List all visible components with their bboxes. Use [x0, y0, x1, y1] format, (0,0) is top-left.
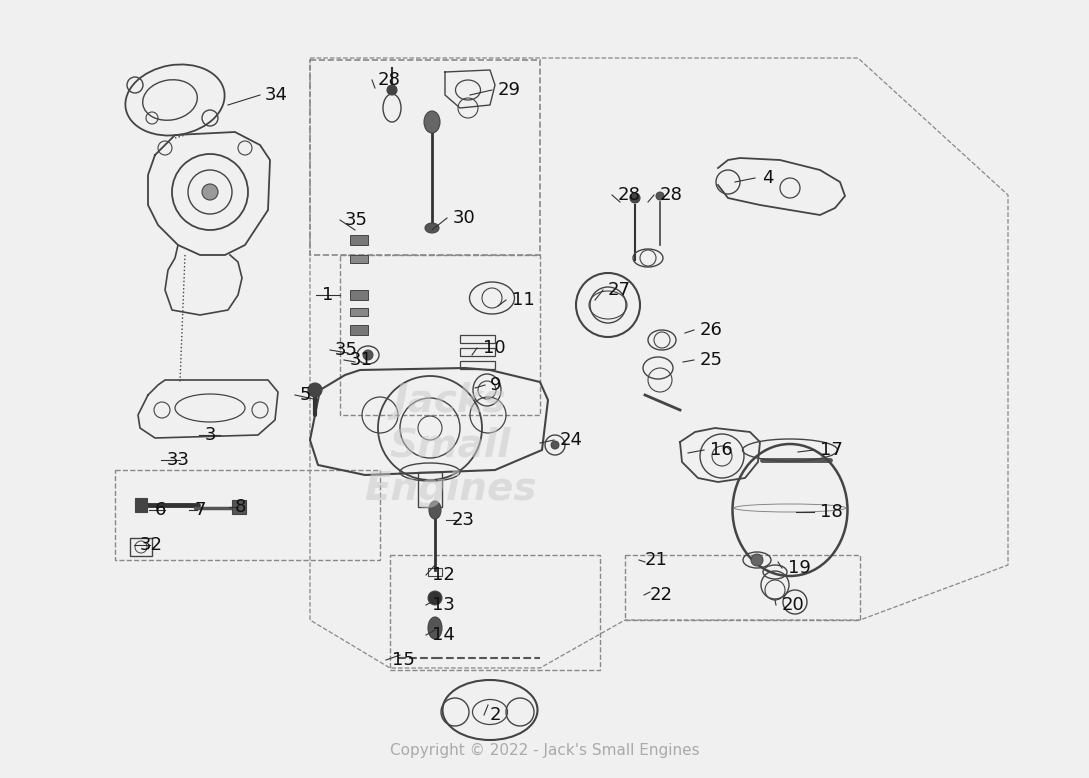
- Text: 30: 30: [453, 209, 476, 227]
- Text: 35: 35: [345, 211, 368, 229]
- Bar: [418, 472, 442, 507]
- Text: Jacks
Small
Engines: Jacks Small Engines: [364, 382, 536, 508]
- Circle shape: [551, 441, 559, 449]
- Text: 10: 10: [484, 339, 505, 357]
- Text: 22: 22: [650, 586, 673, 604]
- Bar: [460, 335, 495, 343]
- Bar: [460, 348, 495, 356]
- Text: 25: 25: [700, 351, 723, 369]
- Bar: [130, 538, 152, 556]
- Text: 13: 13: [432, 596, 455, 614]
- Text: Copyright © 2022 - Jack's Small Engines: Copyright © 2022 - Jack's Small Engines: [390, 742, 699, 758]
- Text: 28: 28: [378, 71, 401, 89]
- Bar: [428, 568, 442, 576]
- Ellipse shape: [424, 111, 440, 133]
- Circle shape: [363, 350, 374, 360]
- Text: 17: 17: [820, 441, 843, 459]
- Bar: [135, 498, 147, 512]
- Text: 35: 35: [335, 341, 358, 359]
- Text: 32: 32: [140, 536, 163, 554]
- Text: 33: 33: [167, 451, 189, 469]
- Text: 7: 7: [195, 501, 207, 519]
- Text: 16: 16: [710, 441, 733, 459]
- Ellipse shape: [429, 501, 441, 519]
- Text: 6: 6: [155, 501, 167, 519]
- Text: 3: 3: [205, 426, 217, 444]
- Text: 9: 9: [490, 376, 502, 394]
- Ellipse shape: [425, 223, 439, 233]
- Text: 1: 1: [322, 286, 333, 304]
- Text: 8: 8: [235, 498, 246, 516]
- Text: 21: 21: [645, 551, 668, 569]
- Circle shape: [201, 184, 218, 200]
- Bar: [232, 500, 246, 514]
- Bar: [350, 290, 368, 300]
- Text: 11: 11: [512, 291, 535, 309]
- Circle shape: [751, 554, 763, 566]
- Circle shape: [387, 85, 397, 95]
- Text: 18: 18: [820, 503, 843, 521]
- Text: 14: 14: [432, 626, 455, 644]
- Text: 24: 24: [560, 431, 583, 449]
- Text: 34: 34: [265, 86, 287, 104]
- Bar: [350, 235, 368, 245]
- Text: 2: 2: [490, 706, 502, 724]
- Bar: [350, 255, 368, 263]
- Circle shape: [631, 193, 640, 203]
- Circle shape: [308, 383, 322, 397]
- Text: 4: 4: [762, 169, 773, 187]
- Bar: [350, 308, 368, 316]
- Text: 31: 31: [350, 351, 372, 369]
- Text: 27: 27: [608, 281, 631, 299]
- Text: 28: 28: [660, 186, 683, 204]
- Circle shape: [428, 591, 442, 605]
- Text: 19: 19: [788, 559, 811, 577]
- Bar: [460, 361, 495, 369]
- Text: 29: 29: [498, 81, 521, 99]
- Circle shape: [656, 192, 664, 200]
- Text: 26: 26: [700, 321, 723, 339]
- Text: 12: 12: [432, 566, 455, 584]
- Ellipse shape: [428, 617, 442, 639]
- Text: 20: 20: [782, 596, 805, 614]
- Text: 15: 15: [392, 651, 415, 669]
- Text: 23: 23: [452, 511, 475, 529]
- Text: 28: 28: [617, 186, 640, 204]
- Text: 5: 5: [299, 386, 311, 404]
- Bar: [350, 325, 368, 335]
